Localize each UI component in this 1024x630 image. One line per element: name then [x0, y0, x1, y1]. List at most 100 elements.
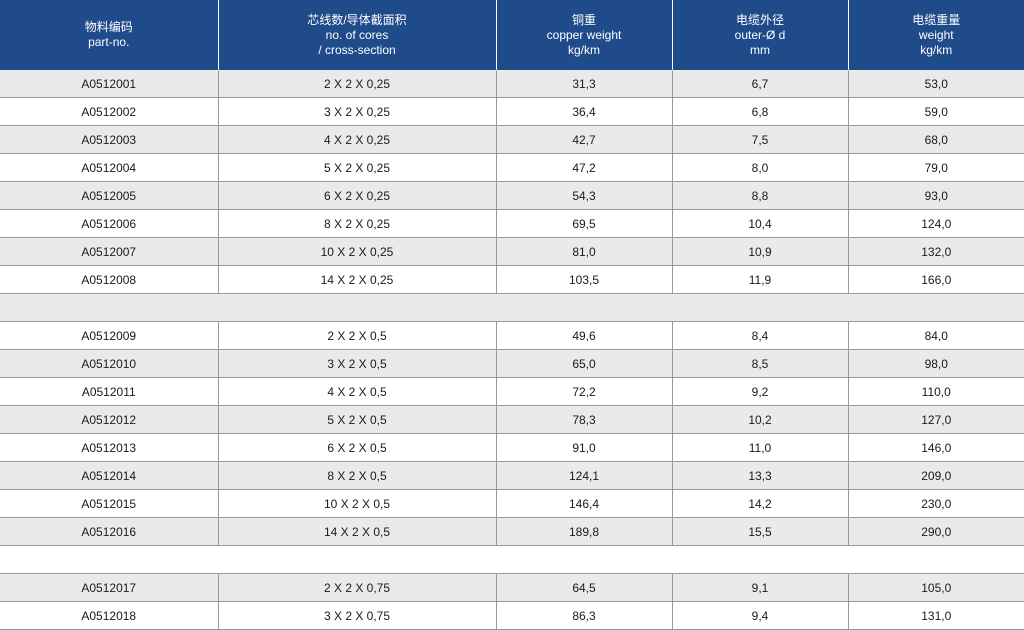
- part-no-cell: A0512010: [0, 350, 218, 378]
- outer-diameter-cell: 13,3: [672, 462, 848, 490]
- header-cn: 芯线数/导体截面积: [219, 13, 496, 28]
- cores-cross-section-cell: 2 X 2 X 0,25: [218, 70, 496, 98]
- part-no-cell: A0512008: [0, 266, 218, 294]
- outer-diameter-cell: 8,5: [672, 350, 848, 378]
- part-no-cell: A0512011: [0, 378, 218, 406]
- cores-cross-section-cell: [218, 546, 496, 574]
- cable-weight-cell: 290,0: [848, 518, 1024, 546]
- cable-weight-cell: 166,0: [848, 266, 1024, 294]
- copper-weight-cell: 146,4: [496, 490, 672, 518]
- part-no-cell: [0, 294, 218, 322]
- copper-weight-cell: 72,2: [496, 378, 672, 406]
- outer-diameter-cell: 10,2: [672, 406, 848, 434]
- copper-weight-cell: 36,4: [496, 98, 672, 126]
- header-unit: kg/km: [497, 43, 672, 58]
- cable-weight-cell: 124,0: [848, 210, 1024, 238]
- cores-cross-section-cell: 6 X 2 X 0,25: [218, 182, 496, 210]
- cores-cross-section-cell: 4 X 2 X 0,5: [218, 378, 496, 406]
- cable-weight-cell: 53,0: [848, 70, 1024, 98]
- header-en: no. of cores: [219, 28, 496, 43]
- outer-diameter-cell: 15,5: [672, 518, 848, 546]
- cable-weight-cell: 110,0: [848, 378, 1024, 406]
- header-en: weight: [849, 28, 1024, 43]
- cable-weight-cell: 79,0: [848, 154, 1024, 182]
- outer-diameter-cell: 9,4: [672, 602, 848, 630]
- outer-diameter-cell: 11,9: [672, 266, 848, 294]
- copper-weight-cell: 86,3: [496, 602, 672, 630]
- outer-diameter-cell: 6,8: [672, 98, 848, 126]
- outer-diameter-cell: [672, 294, 848, 322]
- cable-weight-cell: 105,0: [848, 574, 1024, 602]
- header-cable-weight: 电缆重量 weight kg/km: [848, 0, 1024, 70]
- cores-cross-section-cell: 3 X 2 X 0,25: [218, 98, 496, 126]
- outer-diameter-cell: 9,2: [672, 378, 848, 406]
- cores-cross-section-cell: 10 X 2 X 0,25: [218, 238, 496, 266]
- header-en: part-no.: [0, 35, 218, 50]
- copper-weight-cell: 64,5: [496, 574, 672, 602]
- cores-cross-section-cell: 5 X 2 X 0,25: [218, 154, 496, 182]
- cable-weight-cell: [848, 294, 1024, 322]
- cable-weight-cell: 98,0: [848, 350, 1024, 378]
- copper-weight-cell: [496, 546, 672, 574]
- cores-cross-section-cell: 10 X 2 X 0,5: [218, 490, 496, 518]
- table-header-row: 物料编码 part-no. 芯线数/导体截面积 no. of cores / c…: [0, 0, 1024, 70]
- cable-weight-cell: 93,0: [848, 182, 1024, 210]
- cores-cross-section-cell: 8 X 2 X 0,5: [218, 462, 496, 490]
- copper-weight-cell: [496, 294, 672, 322]
- cores-cross-section-cell: 3 X 2 X 0,5: [218, 350, 496, 378]
- header-en-2: / cross-section: [219, 43, 496, 58]
- part-no-cell: A0512007: [0, 238, 218, 266]
- header-unit: kg/km: [849, 43, 1024, 58]
- cable-weight-cell: 230,0: [848, 490, 1024, 518]
- cable-weight-cell: 132,0: [848, 238, 1024, 266]
- copper-weight-cell: 189,8: [496, 518, 672, 546]
- outer-diameter-cell: 8,8: [672, 182, 848, 210]
- cores-cross-section-cell: 6 X 2 X 0,5: [218, 434, 496, 462]
- header-en: copper weight: [497, 28, 672, 43]
- header-cores-cross-section: 芯线数/导体截面积 no. of cores / cross-section: [218, 0, 496, 70]
- cable-weight-cell: 146,0: [848, 434, 1024, 462]
- cores-cross-section-cell: [218, 294, 496, 322]
- outer-diameter-cell: 8,0: [672, 154, 848, 182]
- header-cn: 电缆外径: [673, 13, 848, 28]
- part-no-cell: A0512017: [0, 574, 218, 602]
- cores-cross-section-cell: 5 X 2 X 0,5: [218, 406, 496, 434]
- header-outer-diameter: 电缆外径 outer-Ø d mm: [672, 0, 848, 70]
- copper-weight-cell: 78,3: [496, 406, 672, 434]
- cores-cross-section-cell: 14 X 2 X 0,25: [218, 266, 496, 294]
- cable-weight-cell: [848, 546, 1024, 574]
- cable-weight-cell: 127,0: [848, 406, 1024, 434]
- copper-weight-cell: 103,5: [496, 266, 672, 294]
- copper-weight-cell: 81,0: [496, 238, 672, 266]
- outer-diameter-cell: 10,4: [672, 210, 848, 238]
- part-no-cell: A0512004: [0, 154, 218, 182]
- copper-weight-cell: 124,1: [496, 462, 672, 490]
- part-no-cell: A0512009: [0, 322, 218, 350]
- part-no-cell: A0512018: [0, 602, 218, 630]
- part-no-cell: A0512016: [0, 518, 218, 546]
- cable-weight-cell: 209,0: [848, 462, 1024, 490]
- part-no-cell: A0512006: [0, 210, 218, 238]
- copper-weight-cell: 42,7: [496, 126, 672, 154]
- part-no-cell: A0512012: [0, 406, 218, 434]
- part-no-cell: A0512013: [0, 434, 218, 462]
- part-no-cell: A0512015: [0, 490, 218, 518]
- cores-cross-section-cell: 8 X 2 X 0,25: [218, 210, 496, 238]
- cores-cross-section-cell: 2 X 2 X 0,5: [218, 322, 496, 350]
- outer-diameter-cell: 11,0: [672, 434, 848, 462]
